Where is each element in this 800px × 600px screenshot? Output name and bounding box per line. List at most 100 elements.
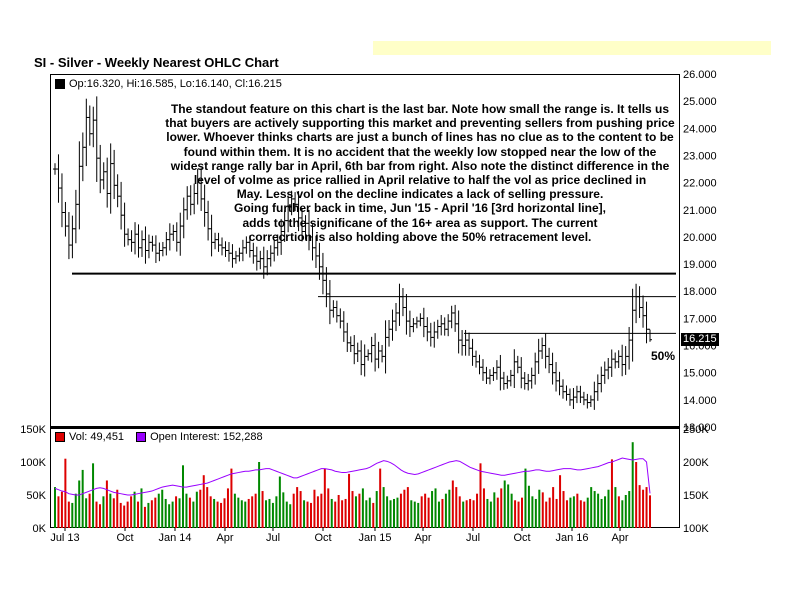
volume-bar [465,500,468,528]
volume-bar [98,504,101,528]
volume-bar [133,491,136,528]
volume-bar [150,500,153,528]
volume-bar [642,489,645,528]
volume-bar [92,463,95,528]
price-y-tick-label: 16.000 [683,341,717,353]
volume-bar [503,480,506,528]
price-y-tick-label: 14.000 [683,395,717,407]
volume-bar [240,500,243,528]
price-legend-text: Op:16.320, Hi:16.585, Lo:16.140, Cl:16.2… [69,78,282,90]
volume-bar [289,504,292,528]
volume-bar [559,475,562,528]
volume-bar [188,497,191,528]
volume-bar [164,498,167,528]
vol-legend-swatch [55,432,65,442]
price-y-tick-label: 15.000 [683,368,717,380]
volume-bar [569,497,572,528]
volume-bar [209,496,212,528]
volume-bar [527,485,530,528]
volume-bar [621,500,624,528]
volume-bar [275,496,278,528]
volume-bar [645,487,648,528]
volume-bar [320,493,323,528]
price-y-tick-label: 21.000 [683,205,717,217]
annotation-line: May. Less vol on the decline indicates a… [236,187,604,202]
volume-bar [351,491,354,528]
volume-bar [517,501,520,528]
volume-bar [635,462,638,528]
oi-y-tick-label: 150K [683,490,709,502]
volume-bar [538,489,541,528]
volume-bar [486,498,489,528]
vol-legend-text: Vol: 49,451 [69,431,125,443]
volume-bar [552,487,555,528]
volume-bar [261,491,264,528]
volume-bar [154,497,157,528]
volume-bar [85,498,88,528]
volume-bar [57,496,60,528]
volume-bar [278,476,281,528]
volume-bar [237,497,240,528]
volume-bar [372,502,375,528]
volume-bar [195,491,198,528]
volume-bar [285,501,288,528]
volume-bar [143,506,146,528]
volume-bar [251,496,254,528]
volume-bar [562,491,565,528]
volume-bar [313,489,316,528]
price-legend: Op:16.320, Hi:16.585, Lo:16.140, Cl:16.2… [55,78,282,90]
volume-bar [565,500,568,528]
volume-bar [548,497,551,528]
x-tick-label: Jul 13 [50,532,79,544]
volume-bar [88,493,91,528]
volume-bar [247,498,250,528]
x-tick-label: Jan 16 [555,532,588,544]
volume-bar [74,493,77,528]
annotation-line: that buyers are actively supporting this… [165,116,675,131]
volume-bar [437,501,440,528]
volume-bar [67,501,70,528]
volume-bar [81,469,84,528]
volume-bar [206,487,209,528]
volume-bar [531,496,534,528]
volume-bar [375,491,378,528]
yellow-banner [373,41,771,55]
volume-bar [354,496,357,528]
volume-bar [631,442,634,528]
oi-y-tick-label: 200K [683,457,709,469]
volume-bar [337,495,340,528]
volume-bar [157,493,160,528]
volume-bar [64,458,67,528]
volume-bar [479,463,482,528]
volume-bar [434,488,437,528]
price-legend-swatch [55,79,65,89]
volume-bar [244,501,247,528]
volume-bar [230,468,233,528]
volume-bar [365,500,368,528]
x-tick-label: Oct [314,532,331,544]
annotation-line: level of volme as price rallied in April… [193,173,647,188]
volume-y-tick-label: 50K [26,490,46,502]
annotation-line: Going further back in time, Jun '15 - Ap… [234,201,606,216]
volume-bar [500,488,503,528]
volume-bar [600,498,603,528]
price-y-tick-label: 26.000 [683,69,717,81]
volume-bar [413,501,416,528]
volume-bar [472,500,475,528]
price-y-tick-label: 25.000 [683,96,717,108]
volume-bar [469,498,472,528]
volume-bar [555,498,558,528]
volume-bar [451,480,454,528]
volume-bar [306,501,309,528]
price-y-tick-label: 18.000 [683,286,717,298]
volume-bar [54,487,56,528]
volume-bar [216,501,219,528]
open-interest-line [54,457,651,496]
volume-bar [389,500,392,528]
volume-bar [296,487,299,528]
annotation-line: lower. Whoever thinks charts are just a … [166,130,674,145]
volume-bar [303,500,306,528]
x-tick-label: Apr [611,532,628,544]
volume-bar [178,498,181,528]
annotation-line: The standout feature on this chart is th… [170,102,670,116]
